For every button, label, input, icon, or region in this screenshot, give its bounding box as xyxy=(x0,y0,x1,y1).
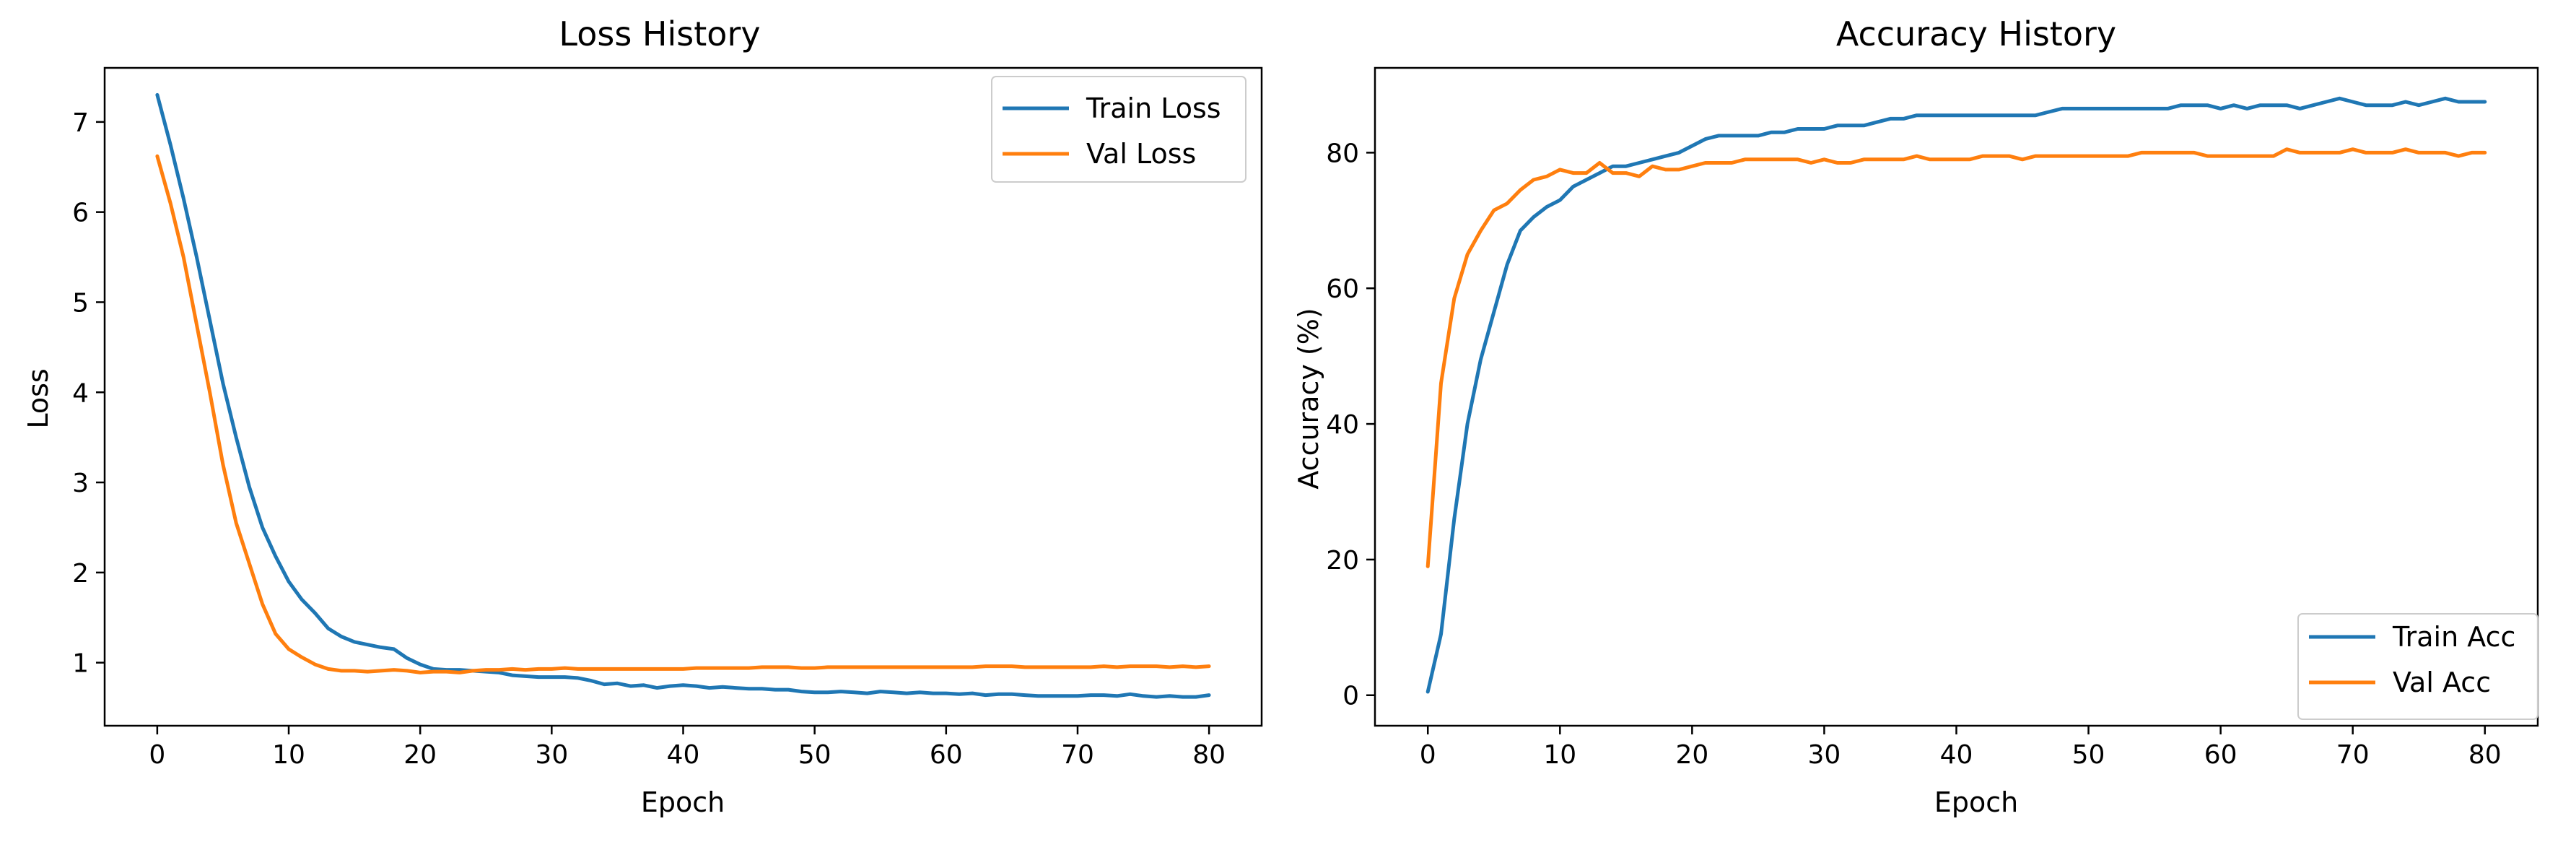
accuracy-series-val-line xyxy=(1425,147,2487,568)
loss-series-val-line xyxy=(155,154,1211,674)
loss-chart-title: Loss History xyxy=(559,14,760,53)
accuracy-y-tick-label: 40 xyxy=(1326,410,1359,440)
loss-series-train-line xyxy=(155,92,1211,699)
loss-y-tick-label: 4 xyxy=(72,378,89,408)
accuracy-x-tick-label: 80 xyxy=(2468,740,2502,770)
loss-chart: Loss History Epoch Loss 0 10 20 30 40 50 60 70 8… xyxy=(22,14,1263,818)
loss-x-tick-label: 60 xyxy=(930,740,963,770)
loss-x-tick-label: 0 xyxy=(149,740,165,770)
accuracy-x-tick-label: 50 xyxy=(2072,740,2105,770)
loss-y-tick-label: 3 xyxy=(72,469,89,498)
loss-y-tick-label: 7 xyxy=(72,108,89,138)
accuracy-x-tick-label: 10 xyxy=(1543,740,1576,770)
loss-chart-legend: Train Loss Val Loss xyxy=(991,76,1246,183)
accuracy-chart-legend: Train Acc Val Acc xyxy=(2297,613,2538,720)
loss-x-tick-label: 20 xyxy=(403,740,437,770)
accuracy-legend-label-val: Val Acc xyxy=(2393,667,2491,698)
loss-y-tick-label: 1 xyxy=(72,649,89,679)
loss-x-tick-label: 80 xyxy=(1192,740,1226,770)
loss-legend-label-val: Val Loss xyxy=(1086,138,1196,170)
loss-y-tick-label: 5 xyxy=(72,288,89,318)
accuracy-y-tick-label: 60 xyxy=(1326,274,1359,304)
loss-x-tick-label: 70 xyxy=(1061,740,1094,770)
accuracy-chart-title: Accuracy History xyxy=(1836,14,2116,53)
accuracy-legend-label-train: Train Acc xyxy=(2392,621,2515,653)
accuracy-x-tick-label: 30 xyxy=(1808,740,1841,770)
loss-chart-plot-area: 0 10 20 30 40 50 60 70 80 1 2 3 4 5 6 7 xyxy=(72,66,1263,770)
loss-chart-ylabel: Loss xyxy=(22,368,54,428)
accuracy-x-tick-label: 40 xyxy=(1940,740,1973,770)
accuracy-chart-plot-area: 0 10 20 30 40 50 60 70 80 0 20 40 60 80 xyxy=(1326,66,2539,770)
accuracy-chart-ylabel: Accuracy (%) xyxy=(1293,308,1324,489)
accuracy-y-tick-label: 20 xyxy=(1326,546,1359,576)
loss-y-tick-label: 6 xyxy=(72,199,89,228)
accuracy-y-tick-label: 80 xyxy=(1326,139,1359,168)
loss-legend-label-train: Train Loss xyxy=(1086,92,1221,124)
loss-x-tick-label: 10 xyxy=(272,740,305,770)
loss-y-tick-label: 2 xyxy=(72,559,89,589)
accuracy-y-tick-label: 0 xyxy=(1342,682,1359,711)
accuracy-x-tick-label: 70 xyxy=(2336,740,2370,770)
accuracy-series-train-line xyxy=(1425,96,2487,694)
accuracy-chart: Accuracy History Epoch Accuracy (%) 0 10 2… xyxy=(1293,14,2539,818)
accuracy-x-tick-label: 20 xyxy=(1675,740,1708,770)
accuracy-x-tick-label: 0 xyxy=(1420,740,1436,770)
accuracy-chart-xlabel: Epoch xyxy=(1934,786,2018,818)
accuracy-x-tick-label: 60 xyxy=(2204,740,2237,770)
loss-x-tick-label: 50 xyxy=(798,740,831,770)
loss-x-tick-label: 30 xyxy=(535,740,568,770)
loss-chart-xlabel: Epoch xyxy=(641,786,725,818)
loss-x-tick-label: 40 xyxy=(667,740,700,770)
accuracy-legend-frame xyxy=(2297,613,2538,720)
